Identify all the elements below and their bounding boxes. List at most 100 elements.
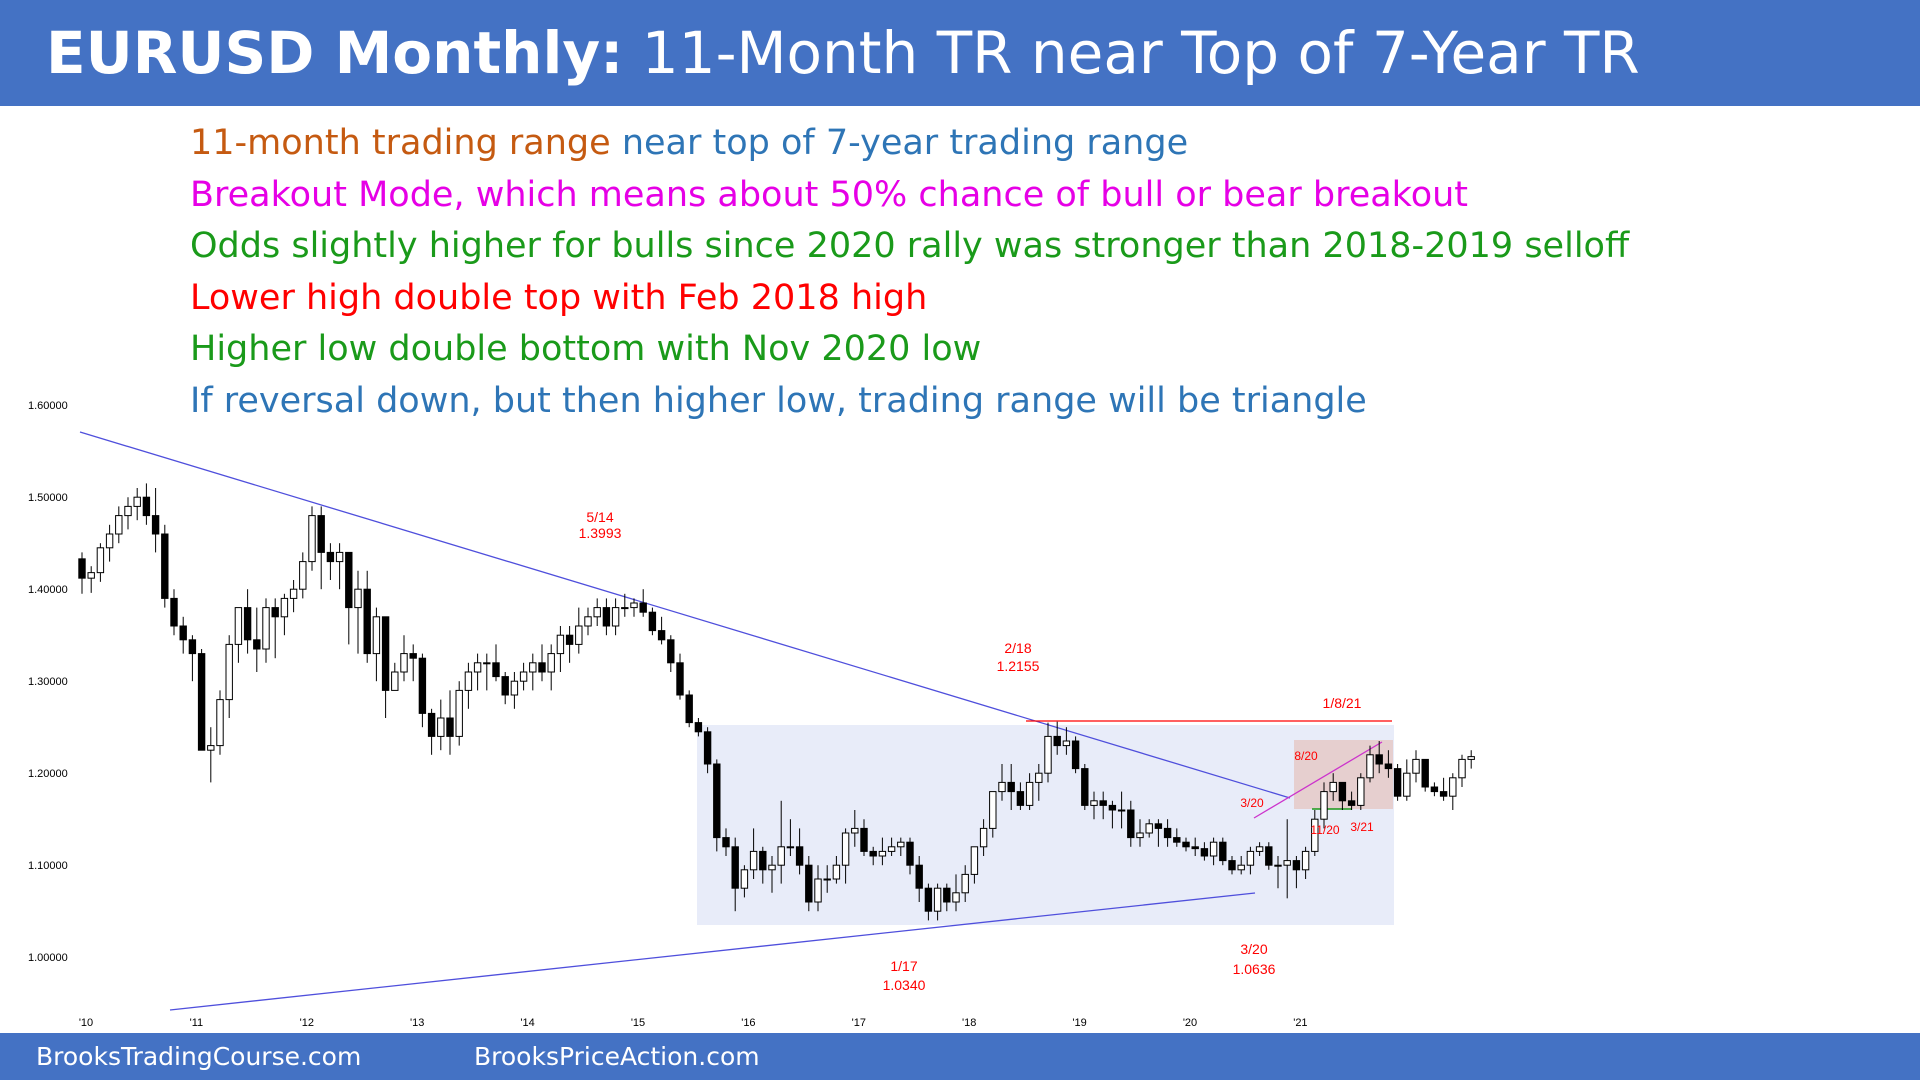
bear-candle	[1016, 791, 1025, 806]
bull-candle	[989, 791, 997, 829]
bullet-line-5: Higher low double bottom with Nov 2020 l…	[190, 324, 1629, 376]
annotation-value: 1.0636	[1233, 961, 1276, 977]
bear-candle	[722, 837, 730, 848]
bull-candle	[473, 662, 482, 673]
bull-candle	[464, 671, 473, 691]
bullet-text: Higher low double bottom with Nov 2020 l…	[190, 329, 982, 369]
bull-candle	[529, 662, 537, 673]
bear-candle	[1421, 758, 1429, 788]
bear-candle	[657, 630, 666, 641]
annotation-date: 1/17	[890, 958, 917, 974]
y-tick-label: 1.00000	[28, 952, 68, 964]
bull-candle	[1246, 850, 1255, 866]
annotation-date: 3/20	[1240, 796, 1264, 810]
bull-candle	[1412, 758, 1420, 774]
bull-candle	[556, 634, 565, 655]
bear-candle	[151, 515, 160, 535]
bull-candle	[1035, 772, 1043, 783]
bull-candle	[124, 505, 132, 517]
bull-candle	[1458, 758, 1466, 779]
bull-candle	[96, 547, 105, 574]
ascending-trendline	[169, 892, 1256, 1011]
bullet-list: 11-month trading range near top of 7-yea…	[190, 118, 1629, 427]
bull-candle	[207, 745, 215, 751]
descending-trendline	[79, 431, 1291, 799]
bull-candle	[335, 551, 344, 563]
bear-candle	[317, 515, 325, 553]
bear-candle	[188, 639, 197, 655]
bear-candle	[906, 841, 914, 866]
x-tick-label: '15	[631, 1017, 645, 1029]
bull-candle	[1357, 777, 1365, 806]
bull-candle	[1467, 756, 1475, 760]
bull-candle	[1117, 809, 1126, 812]
x-tick-label: '10	[79, 1017, 93, 1029]
annotation-value: 1.2155	[997, 658, 1040, 674]
bear-candle	[381, 616, 390, 691]
y-tick-label: 1.50000	[28, 492, 68, 504]
bear-candle	[805, 864, 813, 903]
bullet-line-6: If reversal down, but then higher low, t…	[190, 376, 1629, 428]
bear-candle	[1292, 860, 1301, 871]
bear-candle	[179, 625, 187, 641]
bear-candle	[1228, 860, 1236, 871]
bullet-text: Lower high double top with Feb 2018 high	[190, 277, 928, 318]
bear-candle	[759, 850, 767, 871]
bear-candle	[1430, 786, 1439, 793]
title-bar	[0, 0, 1920, 106]
annotation-date: 1/8/21	[1323, 695, 1362, 711]
bear-candle	[1375, 754, 1383, 765]
x-tick-label: '18	[962, 1017, 976, 1029]
bear-candle	[731, 846, 739, 889]
bear-candle	[1108, 804, 1117, 811]
bear-candle	[418, 657, 427, 714]
x-tick-label: '14	[520, 1017, 534, 1029]
bull-candle	[1449, 777, 1457, 797]
bull-candle	[1320, 791, 1328, 820]
bull-candle	[1025, 781, 1034, 806]
bull-candle	[1044, 735, 1052, 774]
bear-candle	[648, 611, 657, 632]
annotation-date: 3/20	[1240, 941, 1267, 957]
bull-candle	[280, 597, 289, 618]
bull-candle	[1237, 864, 1245, 871]
bull-candle	[621, 607, 629, 610]
bear-candle	[170, 597, 178, 627]
bull-candle	[299, 561, 307, 590]
bull-candle	[979, 827, 988, 848]
bear-candle	[345, 551, 353, 609]
bullet-text: Odds slightly higher for bulls since 202…	[190, 226, 1630, 266]
bull-candle	[483, 662, 491, 665]
bear-candle	[1182, 841, 1190, 848]
bear-candle	[694, 722, 703, 733]
bull-candle	[611, 607, 620, 627]
annotation-value: 1.3993	[579, 525, 622, 541]
bull-candle	[234, 607, 243, 645]
bear-candle	[869, 850, 877, 857]
bull-candle	[1274, 864, 1282, 867]
title-rest: 11-Month TR near Top of 7-Year TR	[641, 19, 1640, 87]
bull-candle	[593, 607, 601, 618]
bull-candle	[1255, 846, 1264, 852]
bull-candle	[1209, 841, 1218, 857]
bull-candle	[749, 850, 758, 871]
bull-candle	[584, 616, 592, 627]
bear-candle	[492, 662, 500, 678]
y-tick-label: 1.40000	[28, 584, 68, 596]
bull-candle	[1145, 823, 1153, 834]
annotation-date: 8/20	[1294, 749, 1318, 763]
bull-candle	[105, 533, 114, 549]
bull-candle	[952, 892, 960, 903]
bull-candle	[547, 653, 555, 673]
bullet-text: 11-month trading range	[190, 123, 611, 163]
bull-candle	[630, 602, 638, 609]
bear-candle	[142, 496, 151, 517]
bear-candle	[1081, 768, 1089, 806]
y-tick-label: 1.60000	[28, 400, 68, 412]
bull-candle	[878, 850, 887, 857]
bear-candle	[1099, 800, 1107, 806]
bull-candle	[216, 699, 224, 747]
bear-candle	[243, 607, 252, 641]
bear-candle	[1154, 823, 1163, 829]
bear-candle	[915, 864, 923, 889]
